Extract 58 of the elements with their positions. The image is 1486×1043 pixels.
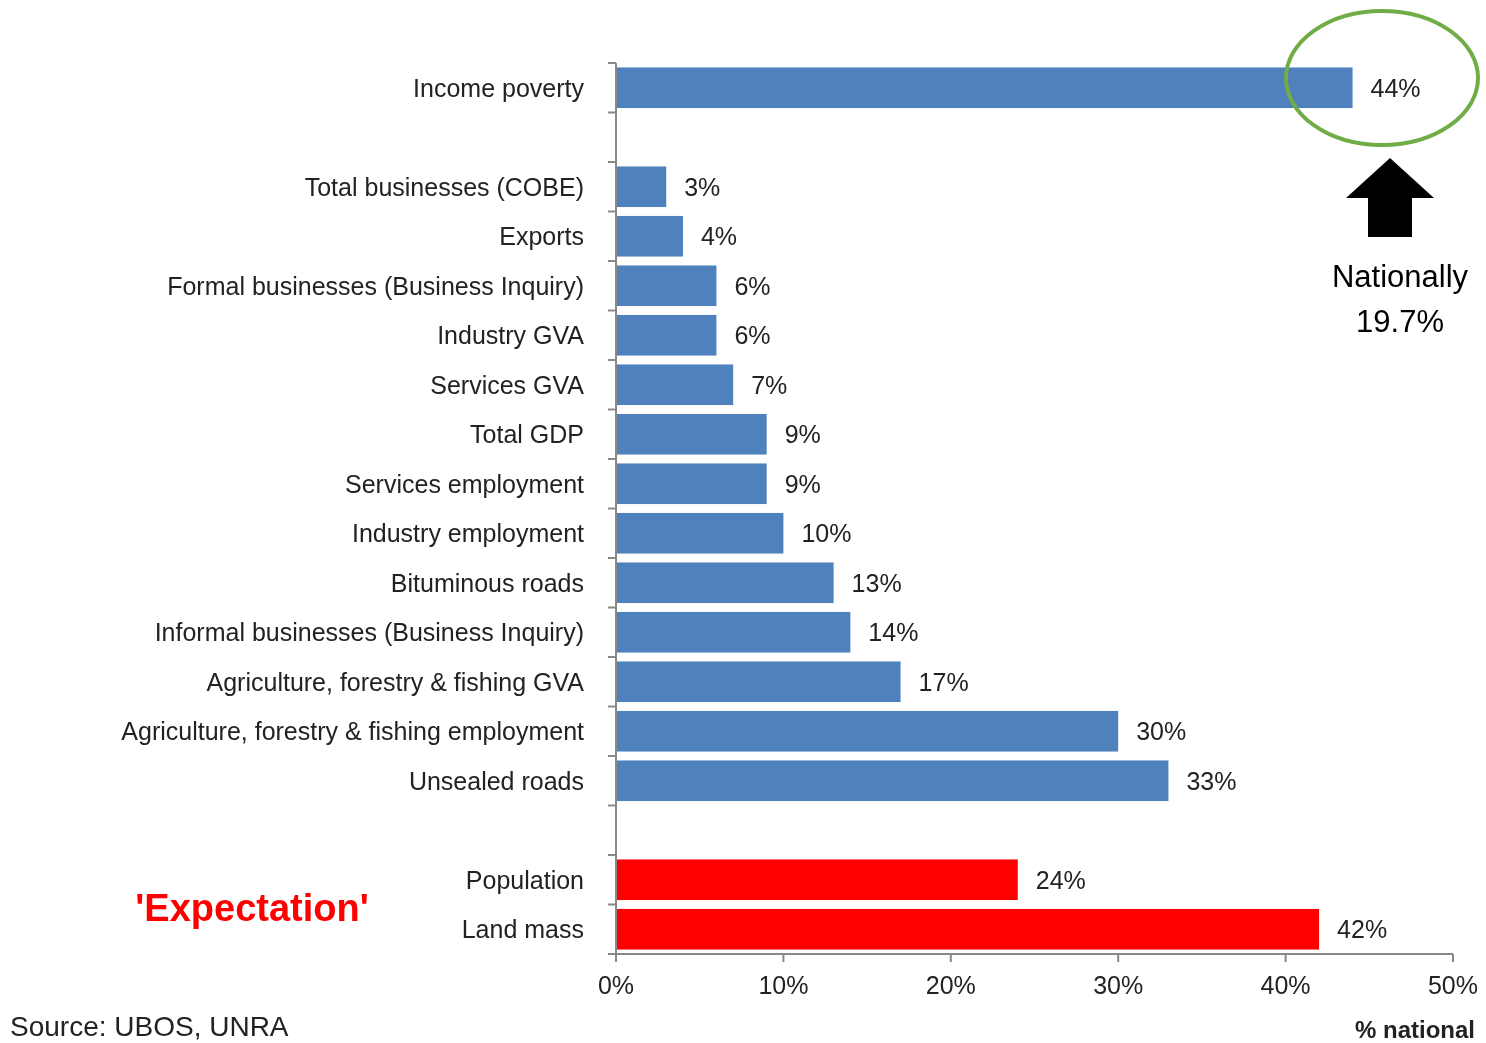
bar — [616, 859, 1018, 901]
y-tick-label: Land mass — [461, 915, 584, 943]
x-tick-label: 30% — [1093, 971, 1144, 999]
y-tick-label: Unsealed roads — [408, 766, 584, 795]
data-label: 9% — [784, 420, 821, 448]
y-tick-label: Total businesses (COBE) — [304, 172, 584, 201]
bar — [616, 661, 901, 703]
x-tick-label: 20% — [925, 971, 976, 999]
y-tick-label: Formal businesses (Business Inquiry) — [167, 271, 584, 300]
data-label: 44% — [1370, 73, 1421, 102]
bar — [616, 710, 1119, 752]
x-axis-title: % national — [1354, 1016, 1475, 1043]
annotation: Nationally 19.7% — [1331, 259, 1469, 339]
data-label: 4% — [700, 222, 738, 250]
bar — [616, 413, 767, 455]
bar — [616, 760, 1169, 802]
y-tick-label: Income poverty — [413, 73, 585, 102]
data-label: 30% — [1136, 717, 1187, 745]
y-tick-label: Services GVA — [430, 370, 585, 399]
y-tick-label: Bituminous roads — [390, 568, 584, 597]
bar — [616, 67, 1353, 109]
y-tick-label: Informal businesses (Business Inquiry) — [154, 618, 584, 646]
bar — [616, 364, 734, 406]
bar — [616, 463, 767, 505]
y-tick-label: Industry GVA — [437, 321, 585, 349]
data-label: 24% — [1035, 865, 1086, 894]
x-tick-label: 40% — [1260, 971, 1311, 999]
data-label: 10% — [801, 519, 852, 547]
data-label: 6% — [734, 321, 771, 349]
bar — [616, 562, 834, 604]
bar — [616, 166, 667, 208]
x-tick-label: 50% — [1427, 971, 1479, 999]
bar — [616, 314, 717, 356]
bar — [616, 215, 683, 257]
y-tick-label: Total GDP — [470, 420, 584, 448]
y-tick-label: Agriculture, forestry & fishing employment — [121, 717, 585, 745]
y-tick-label: Population — [465, 865, 584, 894]
data-label: 6% — [734, 271, 771, 300]
data-label: 17% — [918, 667, 969, 696]
y-tick-label: Services employment — [345, 469, 585, 498]
y-tick-label: Industry employment — [351, 519, 585, 547]
x-tick-label: 0% — [597, 971, 635, 999]
data-label: 7% — [751, 370, 788, 399]
data-label: 9% — [784, 469, 821, 498]
x-tick-label: 10% — [758, 971, 809, 999]
data-label: 14% — [868, 618, 919, 646]
data-label: 3% — [684, 172, 721, 201]
data-label: 33% — [1186, 766, 1237, 795]
bar — [616, 265, 717, 307]
bar — [616, 512, 784, 554]
bar — [616, 611, 851, 653]
y-tick-label: Agriculture, forestry & fishing GVA — [206, 667, 585, 696]
text: 'Expectation' — [135, 887, 369, 929]
data-label: 13% — [851, 568, 902, 597]
data-label: 42% — [1337, 915, 1388, 943]
y-tick-label: Exports — [499, 222, 584, 250]
bar — [616, 908, 1320, 950]
source-note: Source: UBOS, UNRA — [10, 1011, 289, 1042]
